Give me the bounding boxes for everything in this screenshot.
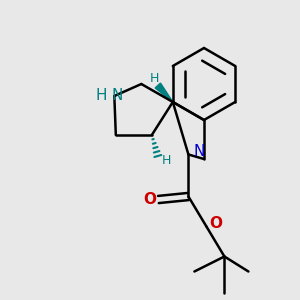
Text: H: H (150, 71, 160, 85)
Text: O: O (143, 192, 156, 207)
Polygon shape (155, 83, 173, 102)
Text: N: N (193, 144, 205, 159)
Text: H: H (162, 154, 172, 167)
Text: O: O (209, 216, 222, 231)
Text: N: N (112, 88, 123, 104)
Text: H: H (95, 88, 106, 104)
